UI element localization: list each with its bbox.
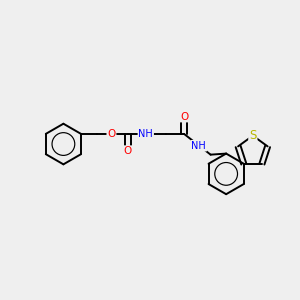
Text: O: O	[107, 129, 116, 139]
Text: NH: NH	[191, 141, 206, 151]
Text: NH: NH	[138, 129, 153, 139]
Text: S: S	[249, 129, 256, 142]
Text: O: O	[124, 146, 132, 156]
Text: O: O	[180, 112, 188, 122]
